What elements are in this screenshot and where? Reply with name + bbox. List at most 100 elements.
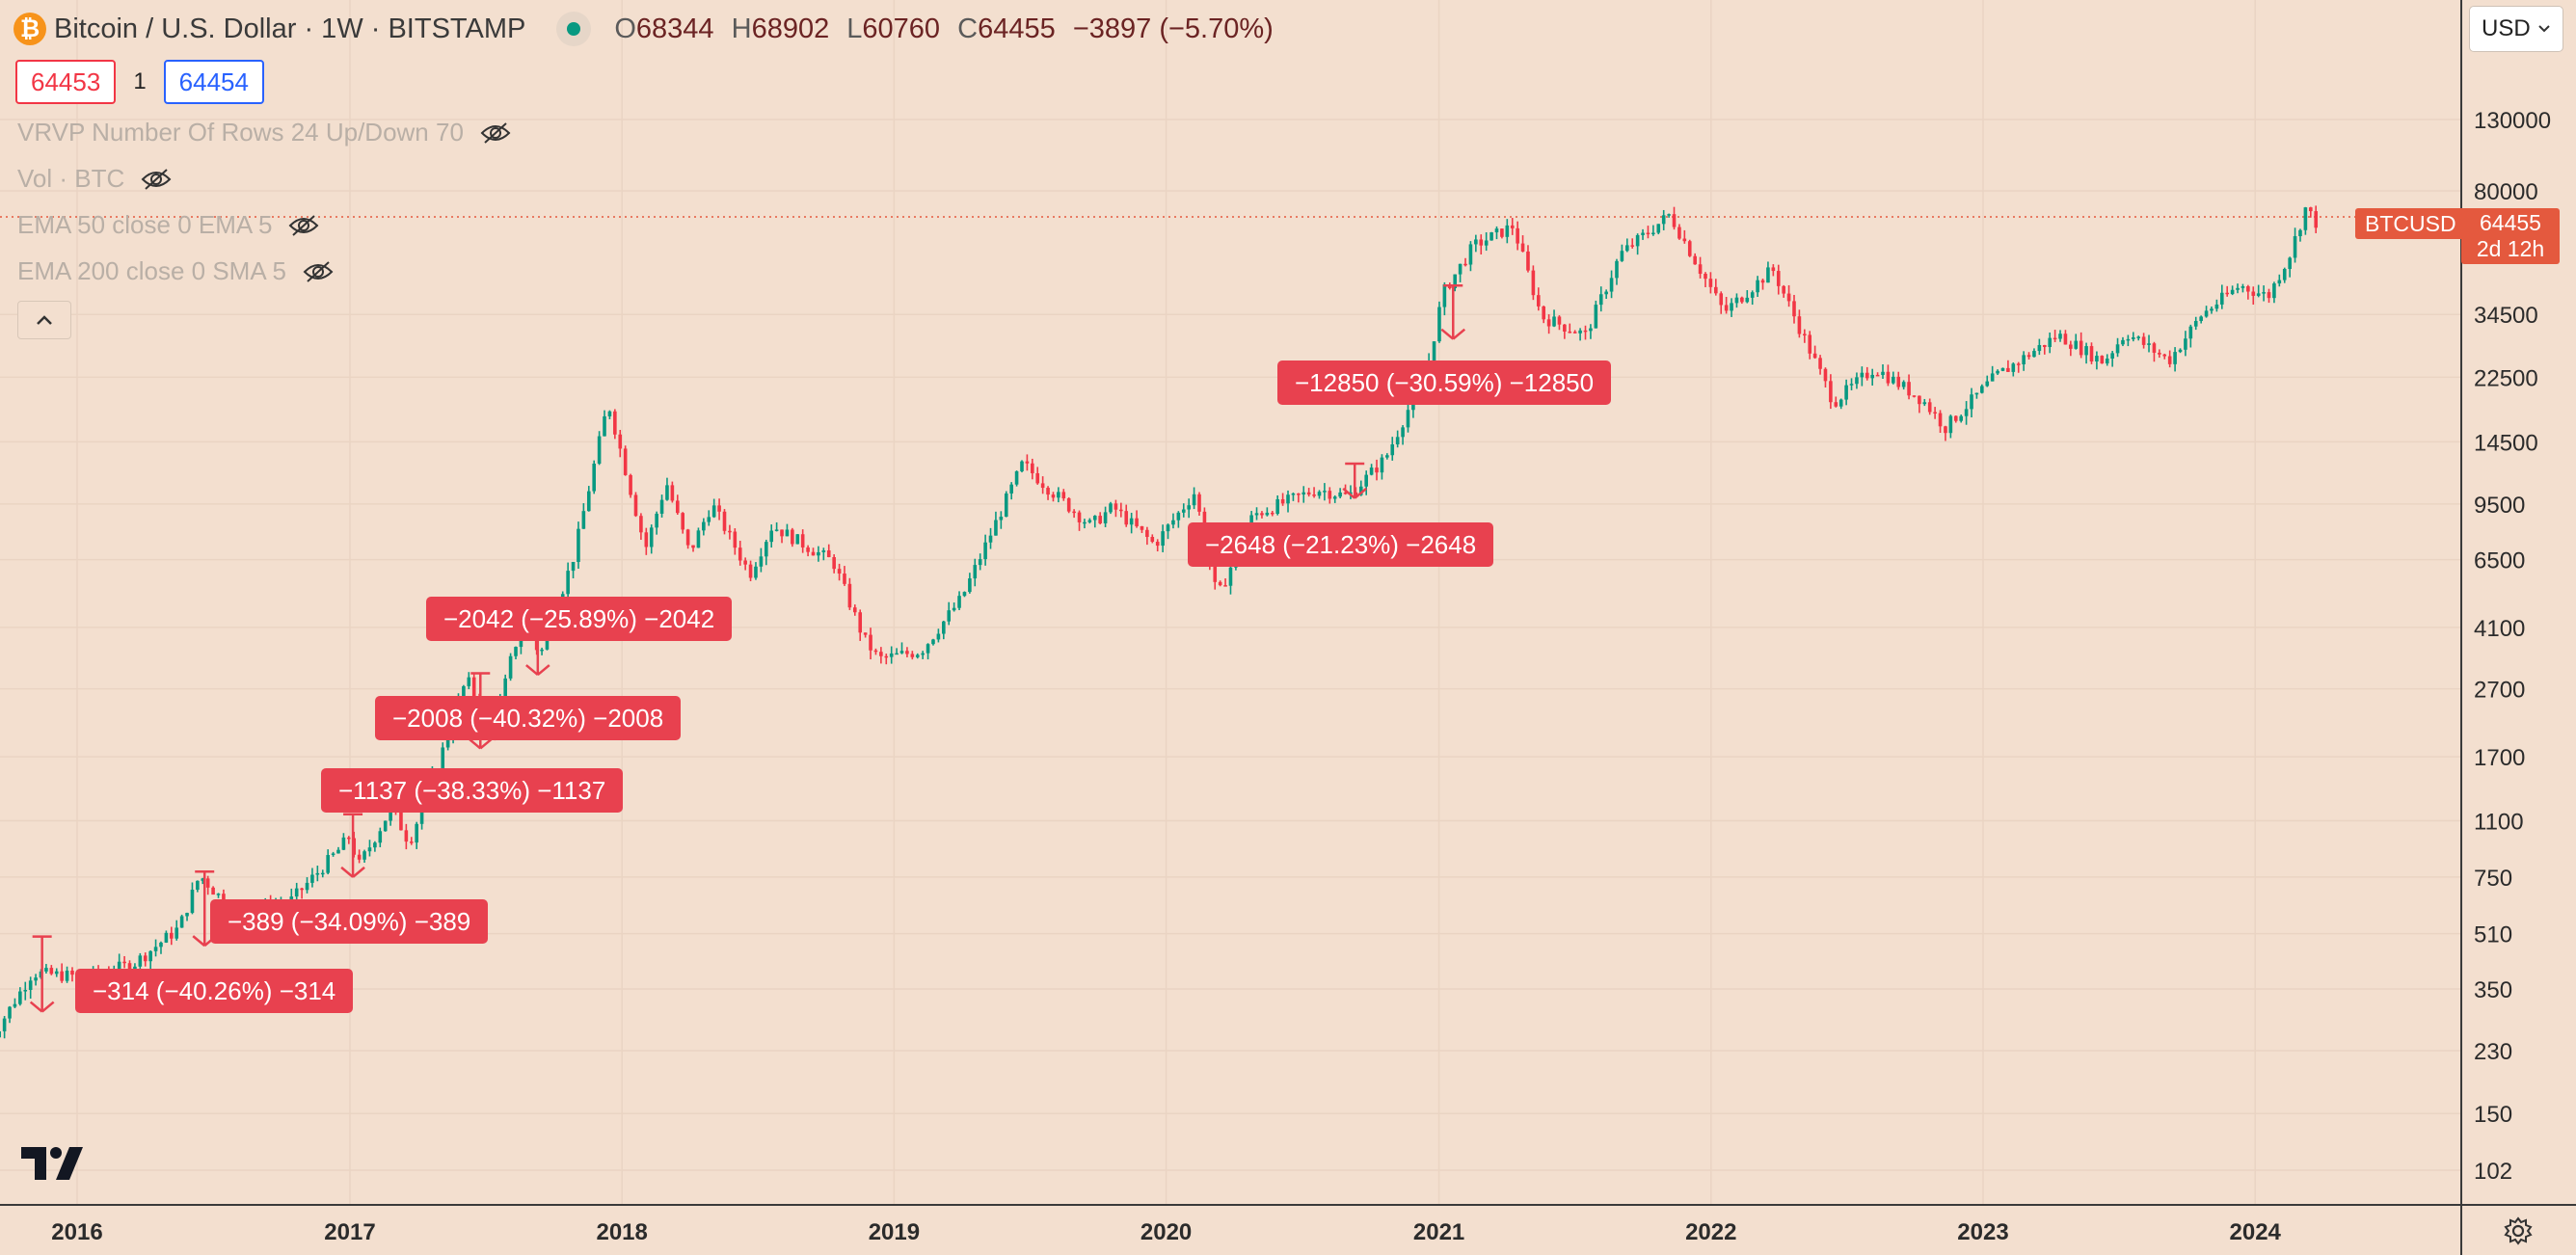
candle-body bbox=[28, 980, 33, 990]
indicator-vrvp[interactable]: VRVP Number Of Rows 24 Up/Down 70 bbox=[17, 118, 512, 147]
collapse-legend-button[interactable] bbox=[17, 301, 71, 339]
market-status-icon[interactable] bbox=[556, 12, 592, 46]
candle-body bbox=[2, 1018, 7, 1031]
candle-body bbox=[1453, 274, 1458, 289]
candle-body bbox=[0, 1030, 2, 1038]
candle-body bbox=[1714, 286, 1718, 294]
chevron-up-icon bbox=[37, 315, 52, 325]
drawdown-label[interactable]: −314 (−40.26%) −314 bbox=[75, 969, 354, 1013]
candle-body bbox=[603, 415, 606, 437]
candle-body bbox=[2115, 344, 2120, 354]
candle-body bbox=[462, 685, 466, 700]
candle-body bbox=[1098, 516, 1102, 523]
symbol-title[interactable]: Bitcoin / U.S. Dollar · 1W · BITSTAMP bbox=[54, 13, 526, 44]
candle-body bbox=[733, 531, 738, 548]
candle-body bbox=[707, 517, 711, 522]
candle-body bbox=[1009, 484, 1013, 494]
drawdown-arrow bbox=[479, 737, 494, 750]
drawdown-arrow bbox=[468, 737, 482, 750]
candle-body bbox=[1881, 371, 1885, 376]
candle-body bbox=[326, 855, 330, 873]
candle-body bbox=[1129, 518, 1134, 525]
candle-body bbox=[1489, 232, 1493, 241]
drawdown-arrow bbox=[1354, 487, 1368, 499]
candle-body bbox=[1338, 492, 1342, 497]
candle-body bbox=[728, 530, 732, 533]
symbol-price-tag: BTCUSD bbox=[2355, 208, 2466, 239]
candle-body bbox=[681, 513, 684, 530]
candle-body bbox=[1776, 271, 1781, 286]
candle-body bbox=[1364, 474, 1368, 487]
candle-body bbox=[1719, 293, 1724, 306]
time-axis-label: 2024 bbox=[2230, 1219, 2282, 1245]
candle-body bbox=[362, 851, 366, 860]
candle-body bbox=[2058, 334, 2062, 339]
candle-body bbox=[2262, 292, 2266, 294]
indicator-ema-50[interactable]: EMA 50 close 0 EMA 5 bbox=[17, 210, 320, 240]
candle-body bbox=[785, 529, 790, 537]
candle-body bbox=[148, 950, 152, 962]
candle-body bbox=[983, 542, 987, 560]
candle-body bbox=[65, 970, 69, 981]
gear-icon[interactable] bbox=[2504, 1216, 2533, 1245]
candle-body bbox=[994, 520, 998, 536]
candle-body bbox=[1838, 399, 1843, 407]
candle-body bbox=[1531, 270, 1536, 296]
currency-select[interactable]: USD bbox=[2469, 6, 2563, 52]
candle-body bbox=[1505, 225, 1510, 237]
candle-body bbox=[2006, 367, 2010, 372]
drawdown-label[interactable]: −12850 (−30.59%) −12850 bbox=[1277, 360, 1612, 405]
eye-off-icon[interactable] bbox=[479, 121, 512, 145]
candle-body bbox=[2048, 337, 2052, 348]
eye-off-icon[interactable] bbox=[287, 214, 320, 237]
candle-body bbox=[201, 878, 205, 881]
candle-body bbox=[1568, 331, 1572, 334]
tradingview-logo-icon[interactable] bbox=[21, 1147, 83, 1185]
candle-body bbox=[915, 654, 920, 657]
time-axis-label: 2021 bbox=[1413, 1219, 1464, 1245]
candle-body bbox=[2016, 363, 2021, 365]
candle-body bbox=[310, 874, 314, 883]
eye-off-icon[interactable] bbox=[140, 168, 173, 191]
candle-body bbox=[1896, 376, 1901, 387]
candle-body bbox=[629, 474, 632, 495]
candle-body bbox=[738, 547, 742, 561]
candle-body bbox=[2042, 344, 2047, 348]
candle-body bbox=[1803, 334, 1807, 335]
drawdown-label[interactable]: −2648 (−21.23%) −2648 bbox=[1188, 522, 1494, 567]
candle-body bbox=[670, 485, 675, 501]
candle-body bbox=[1343, 492, 1348, 494]
buy-price-button[interactable]: 64454 bbox=[163, 60, 264, 104]
candle-body bbox=[2074, 340, 2079, 349]
candle-body bbox=[1745, 297, 1750, 303]
drawdown-label[interactable]: −2008 (−40.32%) −2008 bbox=[375, 696, 682, 740]
order-quantity[interactable]: 1 bbox=[133, 68, 147, 94]
candle-body bbox=[999, 517, 1004, 521]
drawdown-arrow bbox=[1342, 487, 1356, 499]
candle-body bbox=[978, 559, 982, 566]
candle-body bbox=[1004, 493, 1008, 518]
indicator-volume[interactable]: Vol · BTC bbox=[17, 164, 173, 194]
candle-body bbox=[1771, 267, 1776, 272]
sell-price-button[interactable]: 64453 bbox=[15, 60, 117, 104]
candle-body bbox=[1161, 531, 1165, 547]
drawdown-label[interactable]: −1137 (−38.33%) −1137 bbox=[321, 768, 624, 813]
drawdown-arrow bbox=[537, 664, 550, 677]
price-axis-label: 1700 bbox=[2474, 745, 2525, 771]
drawdown-label[interactable]: −2042 (−25.89%) −2042 bbox=[426, 597, 733, 641]
indicator-ema-200[interactable]: EMA 200 close 0 SMA 5 bbox=[17, 256, 335, 286]
candle-body bbox=[508, 655, 513, 679]
candle-body bbox=[1609, 278, 1614, 292]
eye-off-icon[interactable] bbox=[302, 260, 335, 283]
time-axis-label: 2023 bbox=[1957, 1219, 2008, 1245]
candle-body bbox=[1687, 241, 1692, 256]
candle-body bbox=[2084, 346, 2088, 356]
candle-body bbox=[2282, 269, 2287, 280]
drawdown-label[interactable]: −389 (−34.09%) −389 bbox=[210, 899, 489, 944]
candle-body bbox=[1306, 492, 1311, 495]
candle-body bbox=[895, 653, 899, 655]
candle-body bbox=[1437, 307, 1441, 342]
candle-body bbox=[675, 500, 680, 514]
candle-body bbox=[1358, 486, 1363, 495]
